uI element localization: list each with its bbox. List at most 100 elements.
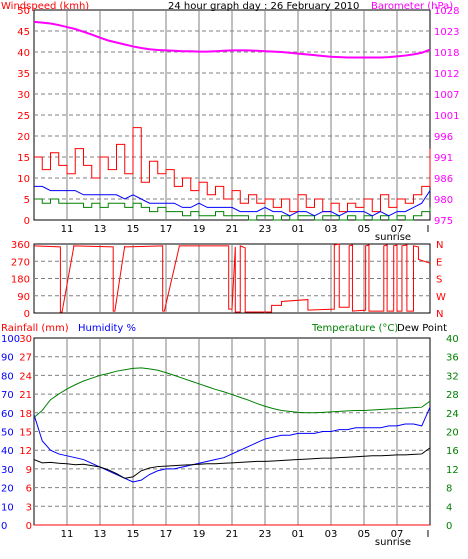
windspeed-tick: 15 <box>17 153 30 164</box>
x-tick-label: 11 <box>61 224 74 235</box>
temperature-tick: 20 <box>446 428 459 439</box>
temperature-tick: 24 <box>446 409 459 420</box>
direction-series <box>33 243 431 313</box>
x-tick-label: 01 <box>292 224 305 235</box>
windspeed-axis-label: Windspeed (kmh) <box>1 1 89 12</box>
x-tick-label: 15 <box>127 224 140 235</box>
temperature-tick: 16 <box>446 446 459 457</box>
rain-tick: 3 <box>26 502 32 513</box>
windspeed-tick: 10 <box>17 174 30 185</box>
x-tick-label: 17 <box>160 224 173 235</box>
temperature-tick: 28 <box>446 390 459 401</box>
x-tick-label: 13 <box>94 529 107 540</box>
x-tick-label: 19 <box>193 529 206 540</box>
barometer-tick: 980 <box>434 195 453 206</box>
windspeed-tick: 35 <box>17 69 30 80</box>
rain-tick: 15 <box>19 428 32 439</box>
barometer-tick: 1028 <box>434 6 459 17</box>
temperature-tick: 32 <box>446 371 459 382</box>
windspeed-tick: 50 <box>17 6 30 17</box>
rain-tick: 21 <box>19 390 32 401</box>
compass-tick: N <box>436 309 443 320</box>
x-tick-label: 23 <box>259 224 272 235</box>
rain-tick: 30 <box>19 334 32 345</box>
compass-tick: E <box>436 257 442 268</box>
barometer-tick: 1007 <box>434 90 459 101</box>
dewpoint-axis-label: Dew Point <box>397 323 447 334</box>
graph-title: 24 hour graph day : 26 February 2010 <box>168 1 359 12</box>
temperature-tick: 12 <box>446 465 459 476</box>
windspeed-tick: 25 <box>17 111 30 122</box>
humidity-tick: 100 <box>1 334 20 345</box>
x-tick-label: 17 <box>160 529 173 540</box>
rain-tick: 18 <box>19 409 32 420</box>
direction-panel-grid <box>34 244 430 313</box>
windspeed-tick: 5 <box>24 195 30 206</box>
sunrise-label: sunrise <box>375 232 411 243</box>
compass-tick: S <box>436 275 442 286</box>
barometer-tick: 975 <box>434 216 453 227</box>
x-tick-label: 19 <box>193 224 206 235</box>
x-tick-label: 21 <box>226 529 239 540</box>
humidity-tick: 90 <box>1 353 14 364</box>
windspeed-tick: 40 <box>17 48 30 59</box>
temperature-tick: 4 <box>446 502 452 513</box>
barometer-line <box>33 20 431 59</box>
barometer-axis-ticks: 975 980 986 991 996 1001 1007 1012 1018 1023 1028 <box>434 6 459 227</box>
windspeed-tick: 20 <box>17 132 30 143</box>
windspeed-tick: 30 <box>17 90 30 101</box>
average-line <box>34 185 431 217</box>
humidity-tick: 70 <box>1 390 14 401</box>
x-tick-label: 05 <box>358 224 371 235</box>
windspeed-tick: 45 <box>17 27 30 38</box>
humidity-tick: 60 <box>1 409 14 420</box>
barometer-tick: 1012 <box>434 69 459 80</box>
x-tick-label: 03 <box>325 529 338 540</box>
wind-axis-ticks: 0 5 10 15 20 25 30 35 40 45 50 <box>17 6 30 227</box>
x-tick-label: 21 <box>226 224 239 235</box>
humidity-tick: 40 <box>1 446 14 457</box>
wind-series <box>33 20 431 221</box>
compass-tick: N <box>436 240 443 251</box>
humidity-tick: 10 <box>1 502 14 513</box>
x-tick-label: 03 <box>325 224 338 235</box>
x-tick-label: 15 <box>127 529 140 540</box>
compass-tick: W <box>436 292 446 303</box>
x-tick-label: 11 <box>61 529 74 540</box>
direction-tick: 0 <box>24 309 30 320</box>
gust-line <box>34 127 431 213</box>
rain-tick: 6 <box>26 484 32 495</box>
humidity-tick: 30 <box>1 465 14 476</box>
temperature-tick: 40 <box>446 334 459 345</box>
lull-line <box>34 198 431 221</box>
humidity-axis-label: Humidity % <box>78 323 136 334</box>
temperature-tick: 0 <box>446 521 452 532</box>
dewpoint-line <box>33 447 431 479</box>
humidity-tick: 80 <box>1 371 14 382</box>
temperature-line <box>33 367 431 418</box>
rain-tick: 0 <box>26 521 32 532</box>
rainfall-axis-label: Rainfall (mm) <box>1 323 69 334</box>
rain-tick: 12 <box>19 446 32 457</box>
temperature-tick: 36 <box>446 353 459 364</box>
temperature-axis-label: Temperature (°C) <box>311 323 398 334</box>
barometer-tick: 1018 <box>434 48 459 59</box>
x-tick-label: 01 <box>292 529 305 540</box>
humidity-tick: 0 <box>1 521 7 532</box>
direction-tick: 360 <box>11 240 30 251</box>
direction-tick: 270 <box>11 257 30 268</box>
x-end-mark: I <box>427 224 430 235</box>
rain-tick: 27 <box>19 353 32 364</box>
barometer-tick: 991 <box>434 153 453 164</box>
x-tick-label: 13 <box>94 224 107 235</box>
temperature-series <box>33 367 431 526</box>
x-tick-label: 23 <box>259 529 272 540</box>
barometer-tick: 996 <box>434 132 453 143</box>
temperature-axis-ticks: 0369121518212427300102030405060708090100… <box>1 334 459 532</box>
windspeed-tick: 0 <box>24 216 30 227</box>
x-end-mark: I <box>427 529 430 540</box>
